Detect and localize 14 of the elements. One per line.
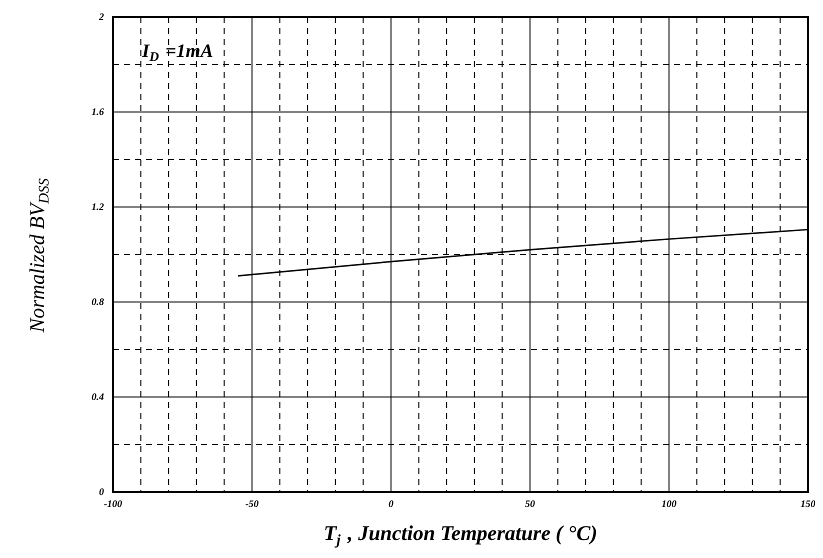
- x-tick-label: 100: [662, 499, 676, 510]
- y-tick-label: 2: [98, 12, 104, 23]
- annotation: I$_{D}$ =1mA: [141, 41, 214, 64]
- x-tick-label: -100: [104, 499, 122, 510]
- x-tick-label: -50: [245, 499, 259, 510]
- x-tick-label: 0: [388, 499, 394, 510]
- x-axis-title: T$_{j}$ , Junction Temperature ( °C): [324, 521, 598, 548]
- y-tick-label: 0: [99, 487, 104, 498]
- y-tick-label: 0.8: [92, 297, 104, 308]
- y-tick-label: 1.2: [92, 202, 104, 213]
- y-tick-label: 0.4: [92, 392, 104, 403]
- x-tick-label: 50: [525, 499, 535, 510]
- y-tick-label: 1.6: [92, 107, 104, 118]
- x-tick-label: 150: [800, 499, 816, 510]
